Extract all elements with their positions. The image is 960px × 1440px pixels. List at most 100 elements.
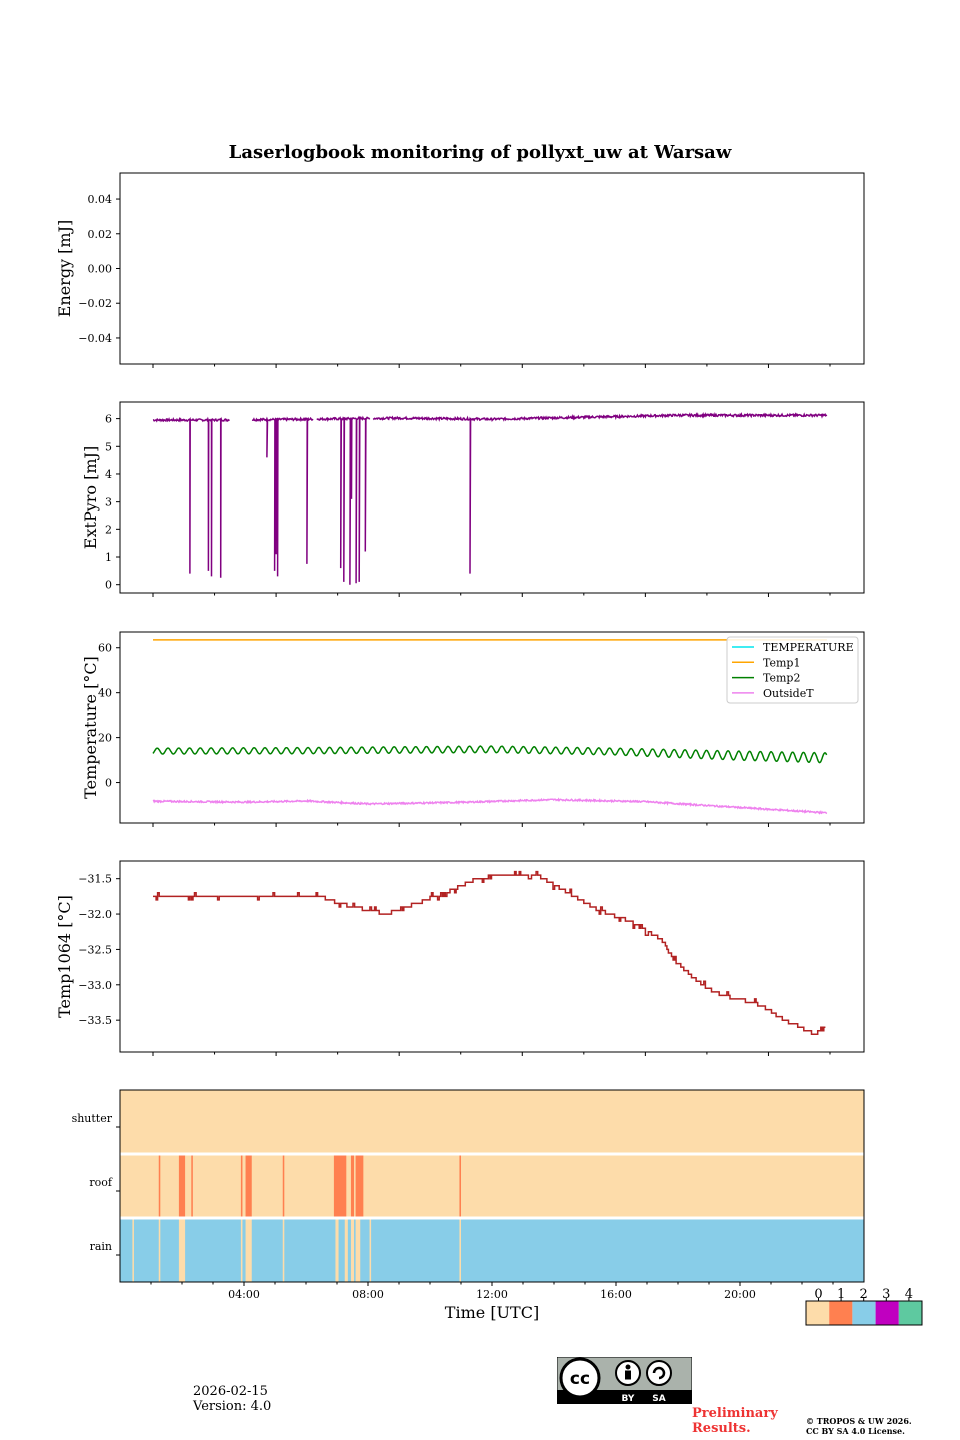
legend-entry-label: Temp1 xyxy=(763,656,800,669)
x-tick-label: 16:00 xyxy=(600,1288,632,1301)
x-tick-label: 08:00 xyxy=(352,1288,384,1301)
extpyro-y-axis-label: ExtPyro [mJ] xyxy=(81,446,100,549)
panel-energy: 0.04 0.02 0.00 −0.02 −0.04 Energy [mJ] xyxy=(55,172,865,368)
status-segment xyxy=(355,1154,364,1218)
energy-y-axis-label: Energy [mJ] xyxy=(55,220,74,318)
panel-extpyro: 0 1 2 3 4 5 6 ExtPyro [mJ] xyxy=(81,401,865,597)
legend: TEMPERATURE Temp1 Temp2 OutsideT xyxy=(726,636,859,704)
sa-label: SA xyxy=(652,1394,665,1404)
series-line-outsidet xyxy=(152,797,828,815)
status-segment xyxy=(245,1218,252,1282)
preliminary-line-1: Preliminary xyxy=(692,1406,778,1421)
status-row-label: rain xyxy=(90,1240,112,1253)
colorbar-swatch xyxy=(875,1301,899,1325)
temperature-y-axis-label: Temperature [°C] xyxy=(81,656,100,799)
preliminary-note: Preliminary Results. xyxy=(692,1406,778,1436)
energy-axes-frame xyxy=(119,172,865,365)
extpyro-series-group xyxy=(152,411,828,585)
panel-temp1064: −31.5 −32.0 −32.5 −33.0 −33.5 Temp1064 [°C] xyxy=(55,860,865,1056)
y-tick-label: −33.0 xyxy=(78,979,112,992)
status-segment xyxy=(459,1218,461,1282)
y-tick-label: 2 xyxy=(105,523,112,536)
temp1064-series-group xyxy=(153,870,826,1036)
series-line-extpyro xyxy=(152,411,828,585)
colorbar-tick-label: 3 xyxy=(882,1287,890,1302)
x-tick-label: 20:00 xyxy=(724,1288,756,1301)
chart-title: Laserlogbook monitoring of pollyxt_uw at… xyxy=(229,142,732,163)
status-segment xyxy=(350,1154,355,1218)
status-segment xyxy=(245,1154,252,1218)
colorbar-tick-label: 4 xyxy=(905,1287,913,1302)
colorbar-swatch xyxy=(806,1301,830,1325)
temperature-axes-frame xyxy=(119,631,865,824)
status-segment xyxy=(282,1154,285,1218)
temp1064-axes-frame xyxy=(119,860,865,1053)
footer-version: Version: 4.0 xyxy=(193,1399,272,1414)
copyright-note: © TROPOS & UW 2026. CC BY SA 4.0 License… xyxy=(806,1416,912,1436)
y-tick-label: 1 xyxy=(105,551,112,564)
y-tick-label: 6 xyxy=(105,413,112,426)
y-tick-label: −31.5 xyxy=(78,873,112,886)
cc-badge-text: cc xyxy=(570,1369,590,1389)
sharealike-icon xyxy=(646,1360,672,1386)
status-row-rain xyxy=(120,1218,864,1282)
y-tick-label: −32.0 xyxy=(78,908,112,921)
x-tick-label: 04:00 xyxy=(228,1288,260,1301)
status-row-label: roof xyxy=(89,1176,113,1189)
status-segment xyxy=(240,1218,243,1282)
status-row-roof xyxy=(120,1154,864,1218)
series-line-temp1064 xyxy=(153,870,826,1036)
status-segment xyxy=(335,1218,339,1282)
y-tick-label: 0.04 xyxy=(88,193,113,206)
status-segment xyxy=(369,1218,372,1282)
legend-box xyxy=(726,636,859,704)
y-tick-label: 3 xyxy=(105,496,112,509)
colorbar-tick-label: 0 xyxy=(814,1287,822,1302)
x-tick-label: 12:00 xyxy=(476,1288,508,1301)
status-panel: shutter roof rain 04:00 08:00 12:00 16:00 20:00 xyxy=(72,1089,865,1301)
y-tick-label: −33.5 xyxy=(78,1014,112,1027)
status-row-label: shutter xyxy=(72,1112,113,1125)
y-tick-label: −0.02 xyxy=(78,297,112,310)
status-segment xyxy=(158,1154,161,1218)
colorbar-tick-label: 2 xyxy=(860,1287,868,1302)
legend-entry-label: TEMPERATURE xyxy=(763,641,854,654)
colorbar-swatch xyxy=(829,1301,853,1325)
status-segment xyxy=(178,1154,186,1218)
y-tick-label: −32.5 xyxy=(78,943,112,956)
colorbar-tick-label: 1 xyxy=(837,1287,845,1302)
legend-entry-label: Temp2 xyxy=(763,672,800,685)
y-tick-label: −0.04 xyxy=(78,332,112,345)
y-tick-label: 60 xyxy=(98,642,112,655)
cc-license-badge: cc BY SA xyxy=(556,1356,693,1408)
y-tick-label: 40 xyxy=(98,687,112,700)
status-segment xyxy=(459,1154,461,1218)
status-segment xyxy=(158,1218,161,1282)
copyright-line-1: © TROPOS & UW 2026. xyxy=(806,1416,912,1426)
y-tick-label: 0.00 xyxy=(88,263,113,276)
colorbar-swatch xyxy=(852,1301,876,1325)
status-segment xyxy=(344,1218,348,1282)
status-segment xyxy=(191,1154,193,1218)
y-tick-label: 5 xyxy=(105,440,112,453)
status-segment xyxy=(178,1218,186,1282)
y-tick-label: 0 xyxy=(105,579,112,592)
status-segment xyxy=(240,1154,243,1218)
series-line-temp2 xyxy=(152,745,828,764)
footer-date-block: 2026-02-15 Version: 4.0 xyxy=(193,1384,271,1414)
panels-layer: 0.04 0.02 0.00 −0.02 −0.04 Energy [mJ] 0 1 2 3 4 5 6… xyxy=(55,172,865,1056)
copyright-line-2: CC BY SA 4.0 License. xyxy=(806,1426,905,1436)
y-tick-label: 0.02 xyxy=(88,228,113,241)
temp1064-y-axis-label: Temp1064 [°C] xyxy=(55,895,74,1018)
legend-entry-label: OutsideT xyxy=(763,687,814,700)
status-segment xyxy=(350,1218,355,1282)
y-tick-label: 0 xyxy=(105,777,112,790)
colorbar-swatch xyxy=(898,1301,922,1325)
y-tick-label: 4 xyxy=(105,468,112,481)
status-segment xyxy=(282,1218,285,1282)
status-segment xyxy=(333,1154,347,1218)
by-label: BY xyxy=(622,1394,635,1404)
